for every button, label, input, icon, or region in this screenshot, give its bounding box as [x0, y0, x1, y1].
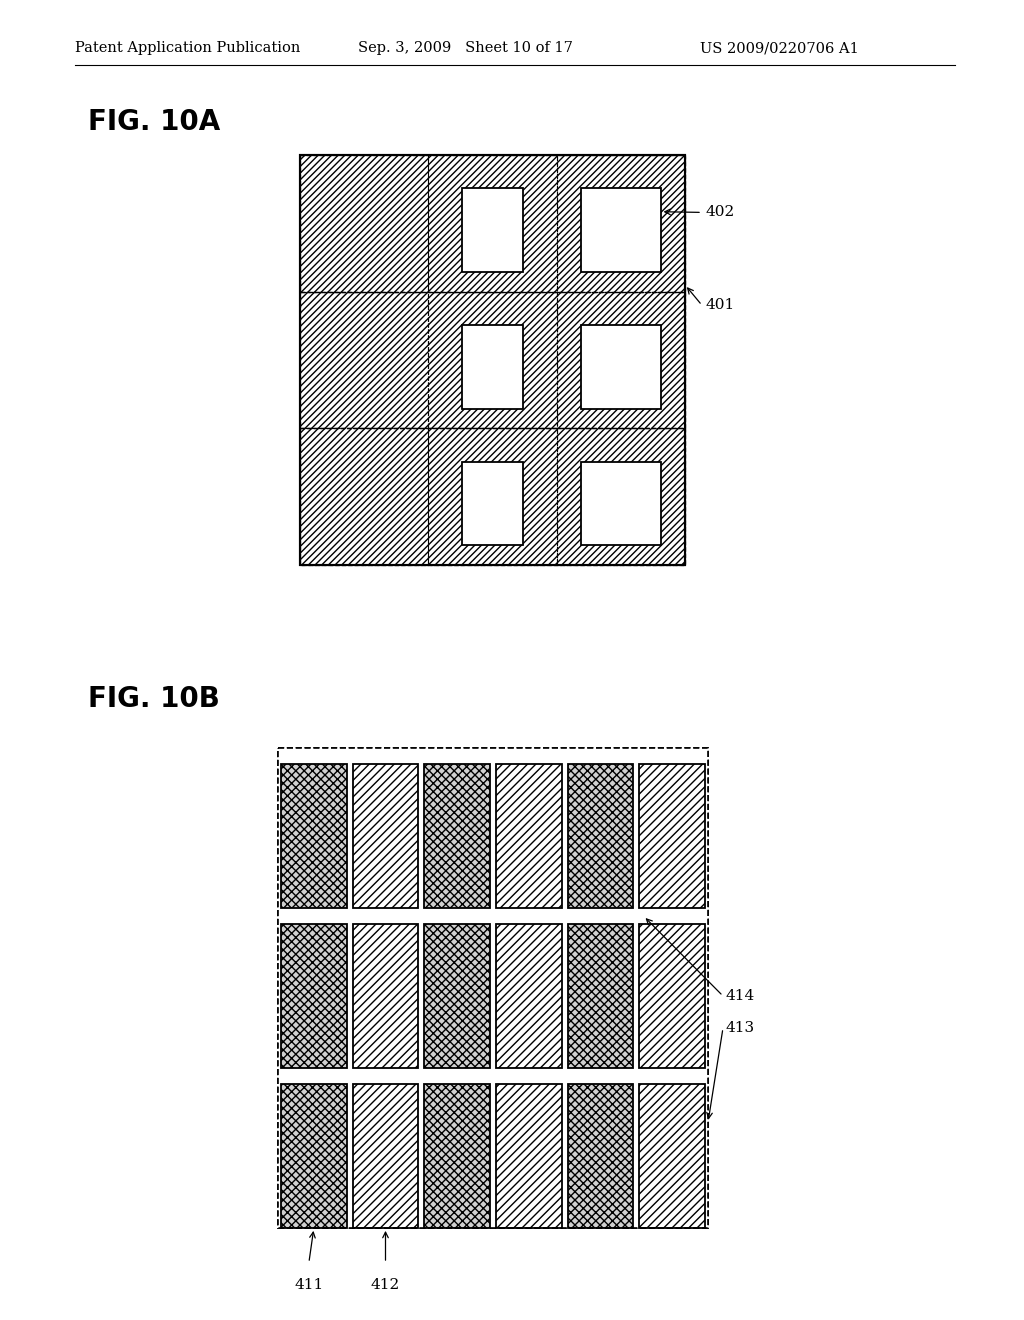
Text: 402: 402	[705, 206, 734, 219]
Bar	[278, 908, 708, 1068]
Bar	[496, 1084, 562, 1228]
Bar	[567, 764, 634, 908]
Bar	[428, 292, 557, 428]
Bar	[278, 1068, 708, 1228]
Text: Sep. 3, 2009   Sheet 10 of 17: Sep. 3, 2009 Sheet 10 of 17	[358, 41, 572, 55]
Bar	[278, 748, 708, 1228]
Bar	[300, 428, 428, 565]
Text: Patent Application Publication: Patent Application Publication	[75, 41, 300, 55]
Bar	[639, 924, 706, 1068]
Bar	[581, 462, 660, 545]
Bar	[557, 154, 685, 292]
Bar	[278, 748, 708, 1228]
Bar	[639, 764, 706, 908]
Text: 413: 413	[726, 1020, 755, 1035]
Bar	[428, 154, 557, 292]
Bar	[300, 154, 685, 565]
Bar	[462, 189, 523, 272]
Bar	[557, 292, 685, 428]
Bar	[300, 292, 685, 428]
Bar	[424, 764, 490, 908]
Bar	[352, 764, 419, 908]
Bar	[300, 154, 428, 292]
Bar	[557, 428, 685, 565]
Bar	[300, 154, 685, 565]
Text: 401: 401	[705, 298, 734, 313]
Bar	[428, 428, 557, 565]
Bar	[281, 764, 347, 908]
Text: 414: 414	[726, 989, 756, 1003]
Bar	[352, 924, 419, 1068]
Bar	[424, 924, 490, 1068]
Text: 411: 411	[294, 1278, 324, 1292]
Bar	[462, 462, 523, 545]
Text: 412: 412	[371, 1278, 400, 1292]
Bar	[462, 325, 523, 409]
Bar	[352, 1084, 419, 1228]
Bar	[496, 924, 562, 1068]
Bar	[567, 924, 634, 1068]
Bar	[496, 764, 562, 908]
Text: US 2009/0220706 A1: US 2009/0220706 A1	[700, 41, 859, 55]
Text: FIG. 10A: FIG. 10A	[88, 108, 220, 136]
Bar	[639, 1084, 706, 1228]
Bar	[567, 1084, 634, 1228]
Bar	[300, 428, 685, 565]
Bar	[281, 924, 347, 1068]
Bar	[281, 1084, 347, 1228]
Bar	[300, 154, 685, 292]
Bar	[300, 292, 428, 428]
Bar	[581, 325, 660, 409]
Bar	[424, 1084, 490, 1228]
Bar	[278, 748, 708, 908]
Bar	[581, 189, 660, 272]
Text: FIG. 10B: FIG. 10B	[88, 685, 220, 713]
